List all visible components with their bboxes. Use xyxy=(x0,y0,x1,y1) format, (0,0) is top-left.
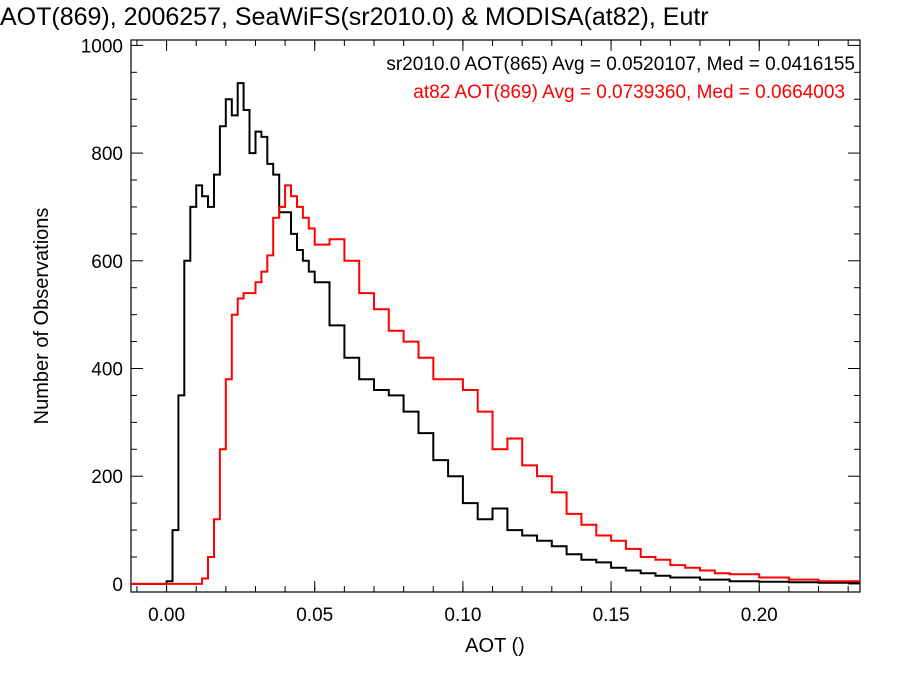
y-tick-label: 800 xyxy=(91,144,123,165)
legend-entry-sr2010: sr2010.0 AOT(865) Avg = 0.0520107, Med =… xyxy=(386,54,855,75)
x-tick-label: 0.20 xyxy=(741,605,778,626)
y-tick-label: 600 xyxy=(91,252,123,273)
series-sr2010-line xyxy=(131,82,860,585)
x-axis-label: AOT () xyxy=(465,635,525,657)
y-tick-label: 400 xyxy=(91,360,123,381)
x-tick-label: 0.05 xyxy=(296,605,333,626)
y-tick-label: 1000 xyxy=(81,36,123,57)
axis-ticks: 0.00 0.05 0.10 0.15 0.20 0 200 400 600 800 1000 xyxy=(81,36,860,626)
x-tick-label: 0.10 xyxy=(444,605,481,626)
plot-frame xyxy=(130,39,861,593)
y-tick-label: 0 xyxy=(112,575,123,596)
x-tick-label: 0.15 xyxy=(593,605,630,626)
y-axis-label: Number of Observations xyxy=(31,208,53,425)
series-layer xyxy=(131,82,860,585)
y-tick-label: 200 xyxy=(91,467,123,488)
series-at82-line xyxy=(131,184,860,585)
legend-entry-at82: at82 AOT(869) Avg = 0.0739360, Med = 0.0… xyxy=(413,82,845,103)
chart-title: AOT(869), 2006257, SeaWiFS(sr2010.0) & M… xyxy=(0,3,709,31)
x-tick-label: 0.00 xyxy=(148,605,185,626)
